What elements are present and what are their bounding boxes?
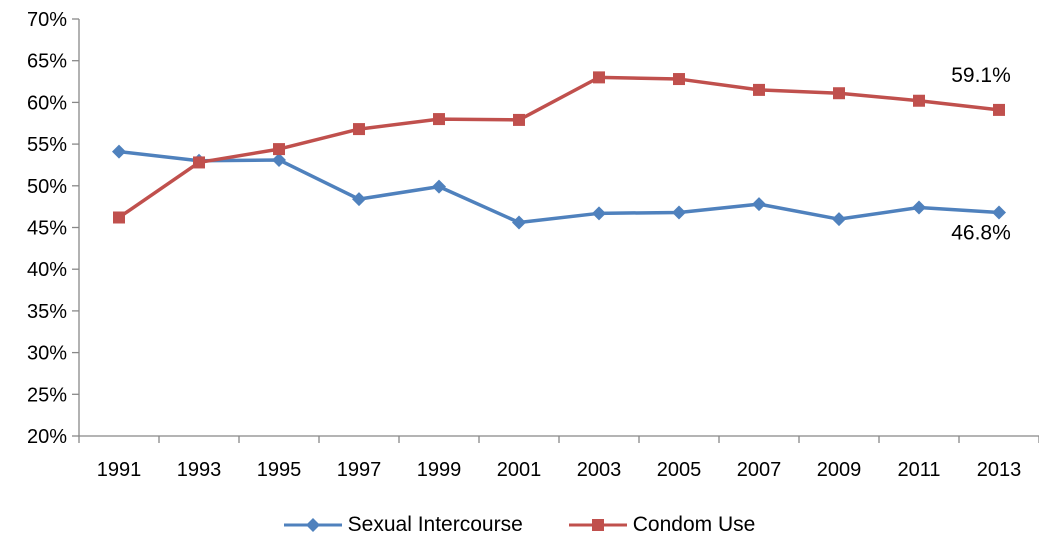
y-tick-label: 65% <box>27 51 67 73</box>
data-point <box>193 156 205 169</box>
y-tick-label: 70% <box>27 9 67 31</box>
y-tick-label: 35% <box>27 301 67 323</box>
data-point <box>352 192 366 207</box>
series-line <box>118 149 1000 225</box>
y-tick-label: 50% <box>27 176 67 198</box>
data-point <box>432 179 446 194</box>
legend-swatch-condom-use <box>568 519 627 531</box>
y-tick-label: 30% <box>27 343 67 365</box>
data-point <box>672 205 686 220</box>
annotation-layer: 59.1% 46.8% <box>951 64 1011 245</box>
x-tick-label: 1997 <box>337 459 382 481</box>
x-tick-label: 2003 <box>577 459 622 481</box>
x-tick-label: 1991 <box>97 459 142 481</box>
legend-item-condom-use: Condom Use <box>568 513 756 537</box>
y-tick-label: 25% <box>27 384 67 406</box>
y-tick-label: 20% <box>27 426 67 448</box>
data-label: 46.8% <box>951 221 1011 244</box>
x-axis: 1991 1993 1995 1997 1999 2001 2003 2005 2007 2009… <box>78 435 1039 481</box>
data-point <box>752 197 766 212</box>
y-tick-labels: 20% 25% 30% 35% 40% 45% 50% 55% 60% 65% 70% <box>27 9 67 448</box>
data-point <box>112 144 126 159</box>
y-tick-marks <box>72 18 79 437</box>
data-point <box>832 212 846 227</box>
legend-label-condom-use: Condom Use <box>632 513 756 536</box>
series-layer <box>112 71 1006 230</box>
x-tick-label: 2013 <box>977 459 1022 481</box>
series-sexual-intercourse <box>112 144 1006 230</box>
data-point <box>273 143 285 156</box>
data-point <box>992 205 1006 220</box>
data-point <box>913 94 925 107</box>
data-point <box>272 152 286 167</box>
data-point <box>593 71 605 84</box>
y-tick-label: 60% <box>27 92 67 114</box>
line-chart: 20%25%30%35%40%45%50%55%60%65%70% 1991 19… <box>27 9 1039 481</box>
data-label: 59.1% <box>951 64 1011 87</box>
x-tick-label: 2009 <box>817 459 862 481</box>
legend-item-sexual-intercourse: Sexual Intercourse <box>283 513 523 537</box>
x-tick-label: 2011 <box>897 459 940 481</box>
legend-swatch-sexual-intercourse <box>283 518 342 532</box>
data-point <box>673 73 685 86</box>
x-tick-marks <box>78 436 1039 443</box>
data-point <box>753 83 765 96</box>
legend-label-sexual-intercourse: Sexual Intercourse <box>347 513 523 536</box>
x-tick-label: 1993 <box>177 459 222 481</box>
data-point <box>912 200 926 215</box>
data-point <box>592 206 606 221</box>
data-point <box>353 123 365 136</box>
x-tick-label: 2005 <box>657 459 702 481</box>
x-tick-label: 2007 <box>737 459 782 481</box>
x-tick-label: 1999 <box>417 459 462 481</box>
y-axis: 20% 25% 30% 35% 40% 45% 50% 55% 60% 65% 70% <box>27 9 80 448</box>
legend: Sexual Intercourse Condom Use <box>0 510 1039 540</box>
data-point <box>833 87 845 100</box>
x-tick-label: 2001 <box>497 459 542 481</box>
y-tick-label: 40% <box>27 259 67 281</box>
series-line <box>118 75 1000 219</box>
data-point <box>993 103 1005 116</box>
series-condom-use <box>113 71 1005 224</box>
data-point <box>433 113 445 126</box>
data-point <box>513 113 525 126</box>
x-tick-labels: 1991 1993 1995 1997 1999 2001 2003 2005 2007 2009… <box>97 459 1022 481</box>
y-tick-label: 45% <box>27 218 67 240</box>
y-tick-label: 55% <box>27 134 67 156</box>
x-tick-label: 1995 <box>257 459 302 481</box>
data-point <box>113 211 125 224</box>
data-point <box>512 215 526 230</box>
